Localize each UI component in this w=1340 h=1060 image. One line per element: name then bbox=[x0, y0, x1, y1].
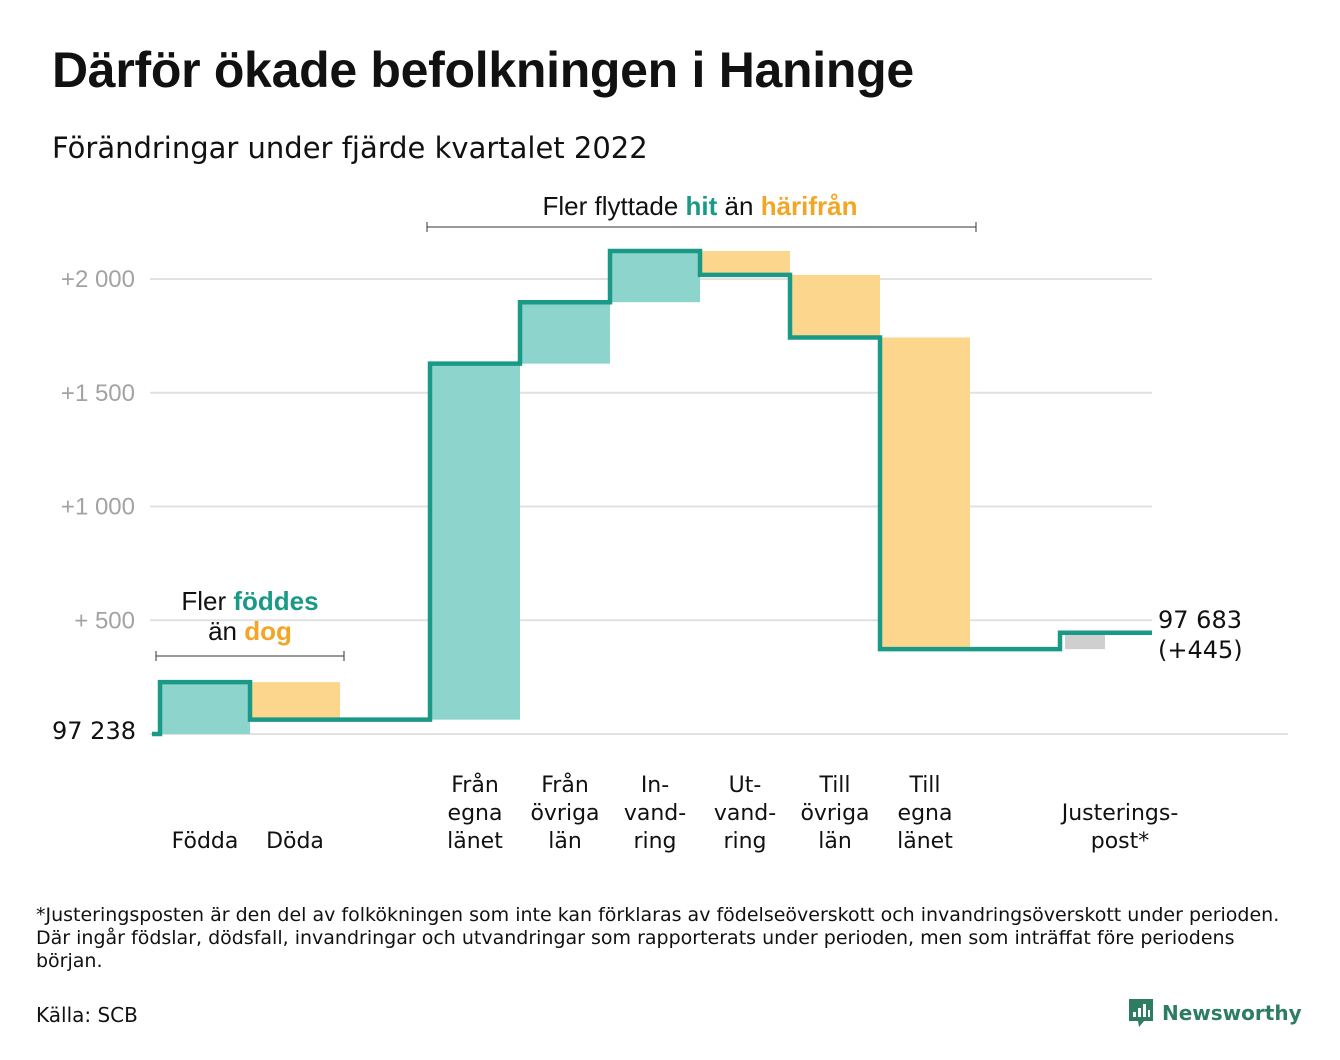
waterfall-bar bbox=[250, 682, 340, 720]
category-label: övriga bbox=[530, 801, 599, 826]
category-label: länet bbox=[897, 829, 953, 854]
category-label: Döda bbox=[266, 829, 324, 854]
waterfall-chart: + 500 +1 000 +1 500 +2 000 Födda Döda Från egn… bbox=[52, 191, 1288, 854]
category-label: län bbox=[548, 829, 582, 854]
newsworthy-logo-icon bbox=[1129, 999, 1153, 1027]
category-labels: Födda Döda Från egna länet Från övriga län In-va… bbox=[172, 772, 1179, 854]
waterfall-bar bbox=[520, 302, 610, 364]
category-label: Från bbox=[451, 772, 499, 798]
category-label: Justerings- bbox=[1060, 801, 1179, 826]
grid-layer bbox=[150, 278, 1288, 735]
waterfall-bar bbox=[880, 337, 970, 650]
waterfall-bar bbox=[1065, 632, 1105, 650]
waterfall-bar bbox=[700, 251, 790, 275]
category-label: Ut- bbox=[729, 773, 762, 798]
start-value-label: 97 238 bbox=[52, 717, 136, 745]
brand-name: Newsworthy bbox=[1162, 1001, 1302, 1025]
y-tick-label: +2 000 bbox=[61, 266, 135, 293]
category-label: Till bbox=[818, 773, 850, 798]
waterfall-bar bbox=[160, 682, 250, 734]
category-label: övriga bbox=[800, 801, 869, 826]
y-axis-ticks: + 500 +1 000 +1 500 +2 000 bbox=[61, 266, 135, 634]
annotation-natural-line1: Fler föddes bbox=[181, 586, 318, 616]
source-label: Källa: SCB bbox=[36, 1003, 138, 1027]
waterfall-bar bbox=[430, 363, 520, 720]
brand[interactable]: Newsworthy bbox=[1128, 998, 1302, 1028]
annotation-natural-change: Fler föddes än dog bbox=[155, 586, 345, 661]
annotation-migration: Fler flyttade hit än härifrån bbox=[426, 191, 977, 232]
y-tick-label: +1 000 bbox=[61, 494, 135, 521]
line-layer bbox=[152, 248, 1152, 737]
category-label: länet bbox=[447, 829, 503, 854]
category-label: egna bbox=[448, 801, 503, 826]
annotation-migration-text: Fler flyttade hit än härifrån bbox=[542, 191, 857, 221]
end-value-label: 97 683 bbox=[1158, 606, 1242, 634]
waterfall-bar bbox=[610, 251, 700, 303]
category-label: län bbox=[818, 829, 852, 854]
category-label: ring bbox=[633, 829, 676, 854]
footnote: *Justeringsposten är den del av folkökni… bbox=[36, 904, 1280, 972]
y-tick-label: +1 500 bbox=[61, 380, 135, 407]
category-label: Från bbox=[541, 772, 589, 798]
category-label: Födda bbox=[172, 829, 239, 854]
chart-subtitle: Förändringar under fjärde kvartalet 2022 bbox=[52, 131, 648, 165]
waterfall-bar bbox=[790, 274, 880, 338]
bar-layer bbox=[160, 251, 1105, 734]
annotation-natural-line2: än dog bbox=[208, 616, 292, 646]
category-label: vand- bbox=[624, 801, 686, 826]
category-label: post* bbox=[1091, 829, 1150, 854]
category-label: egna bbox=[898, 801, 953, 826]
category-label: In- bbox=[641, 773, 669, 798]
category-label: Till bbox=[908, 773, 940, 798]
cumulative-step-line bbox=[152, 248, 1152, 737]
chart-title: Därför ökade befolkningen i Haninge bbox=[52, 42, 914, 98]
category-label: vand- bbox=[714, 801, 776, 826]
y-tick-label: + 500 bbox=[74, 607, 135, 634]
category-label: ring bbox=[723, 829, 766, 854]
end-change-label: (+445) bbox=[1158, 636, 1243, 664]
